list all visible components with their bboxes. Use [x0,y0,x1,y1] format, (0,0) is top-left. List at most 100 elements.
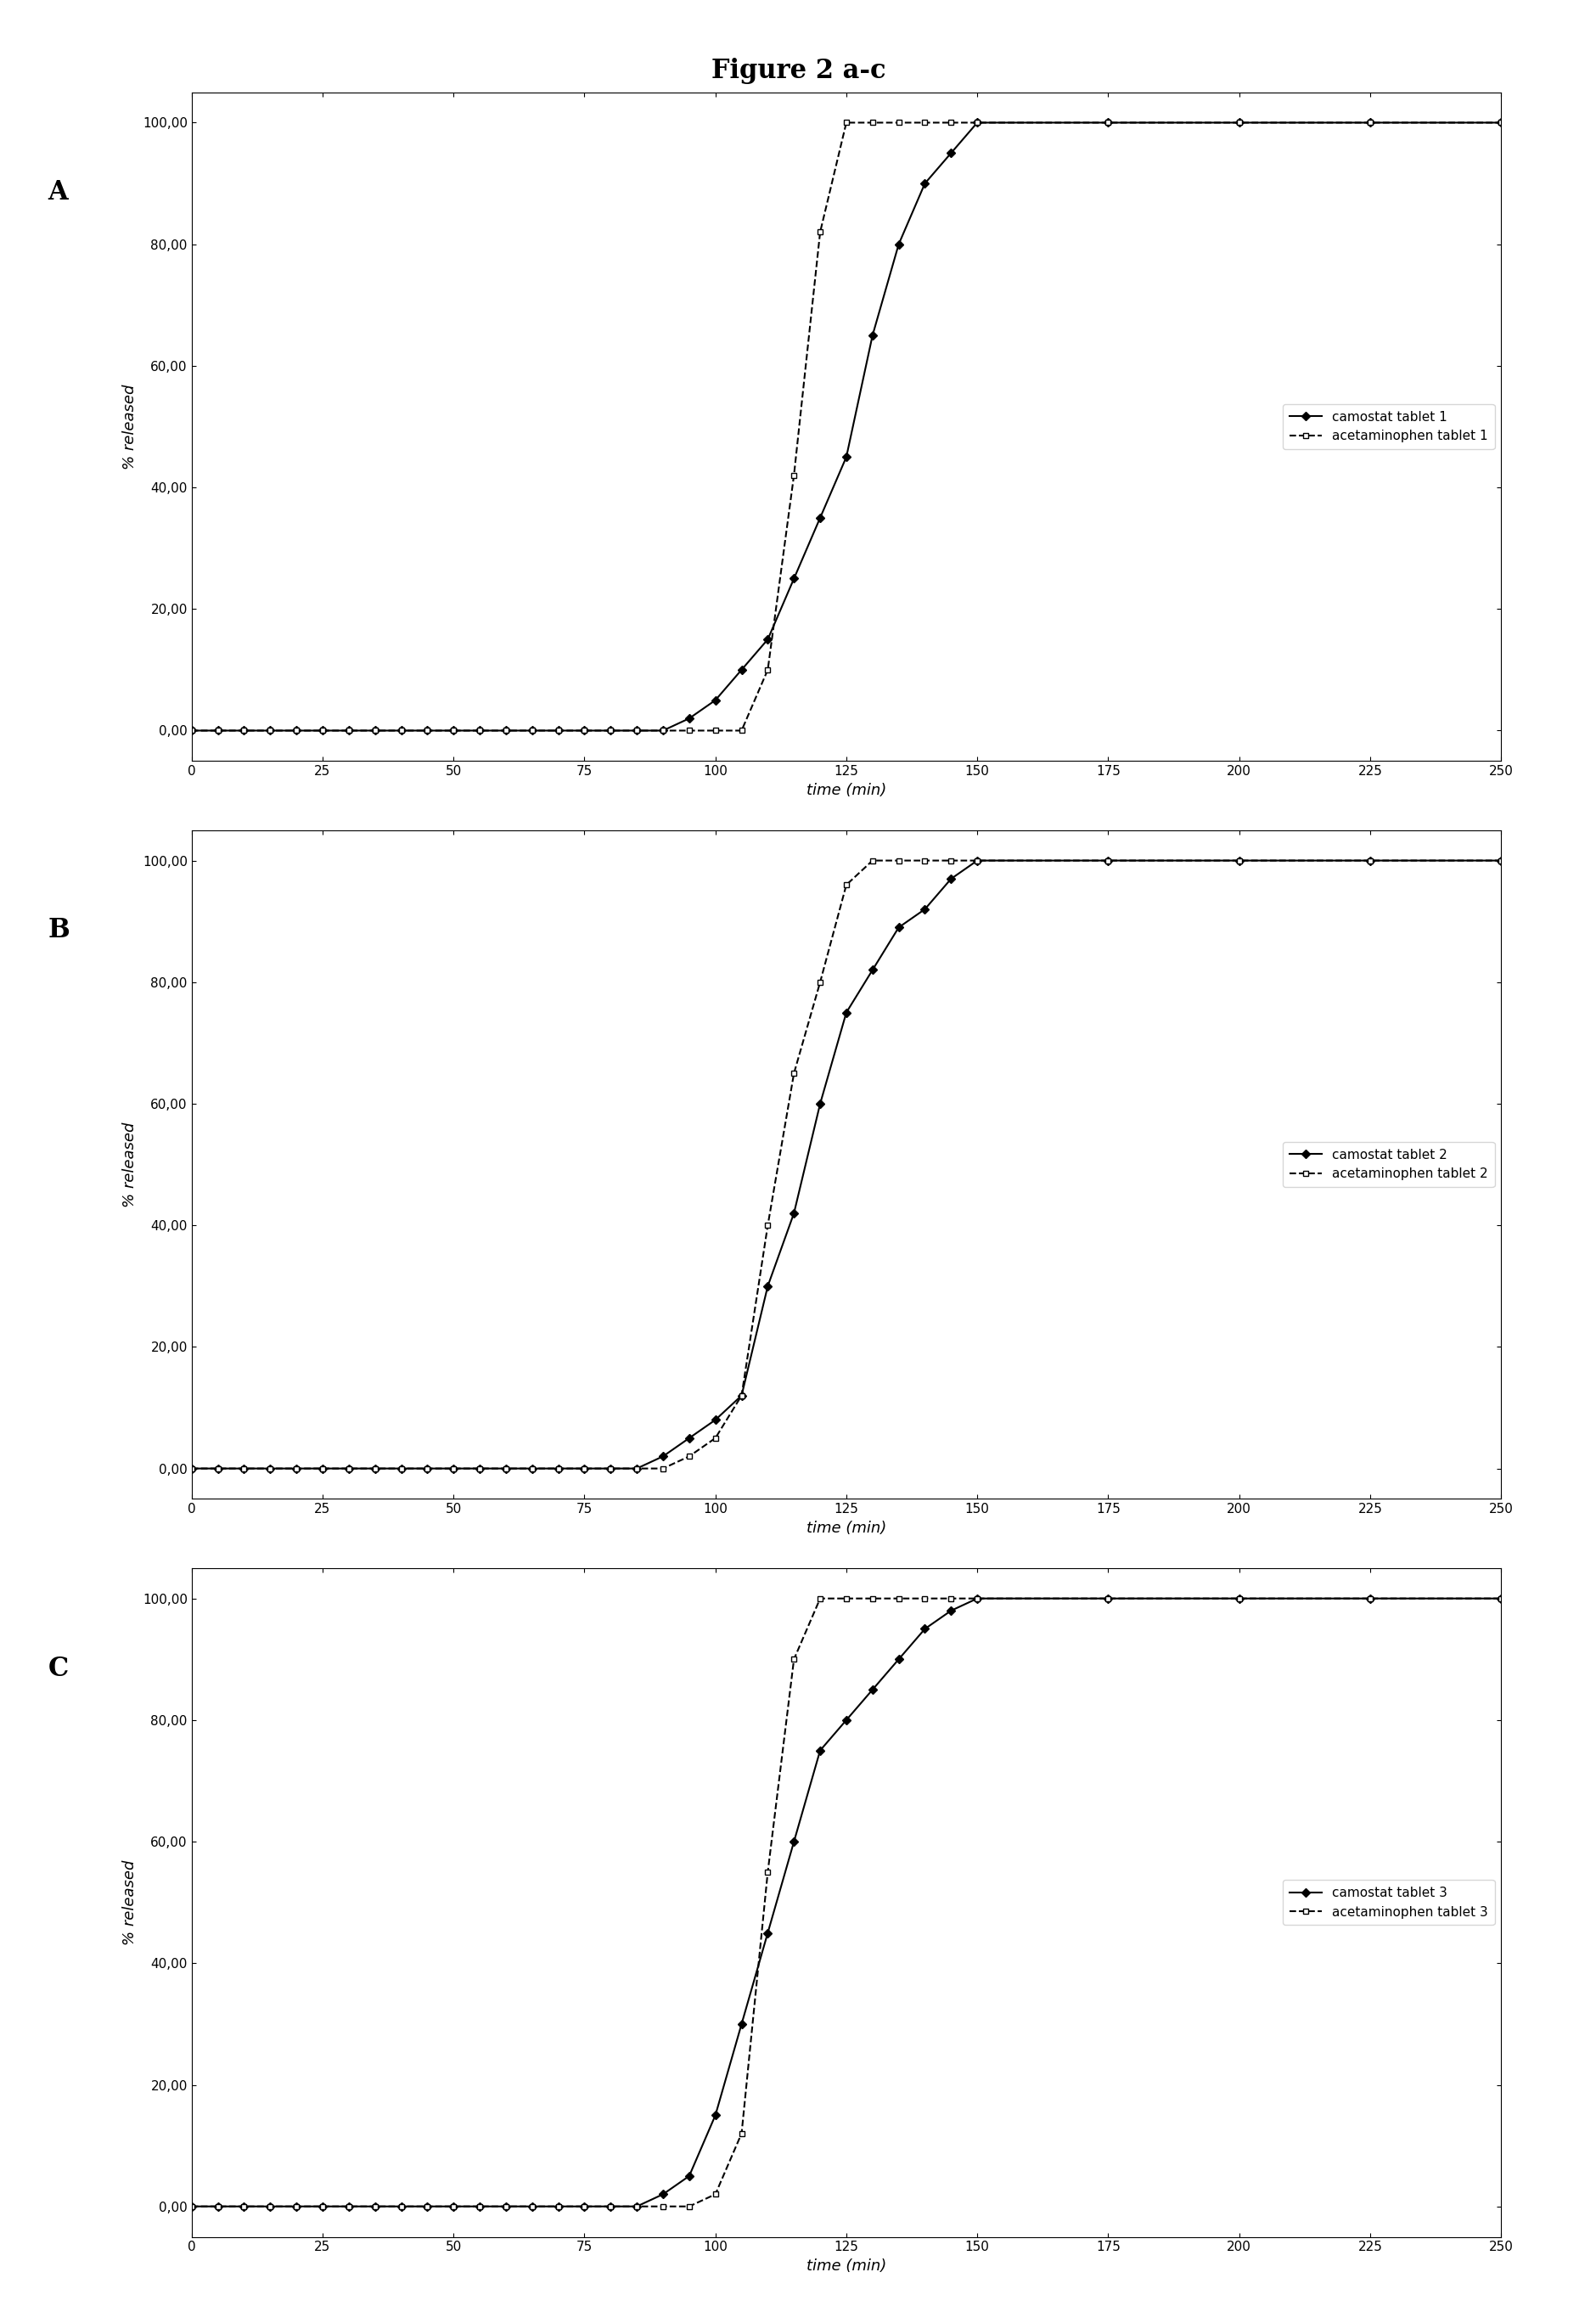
camostat tablet 3 [207,2193,227,2221]
camostat tablet 3 [1098,1584,1117,1612]
acetaminophen tablet 3 [1360,1584,1379,1612]
camostat tablet 2 [1491,846,1510,874]
acetaminophen tablet 2 [313,1455,332,1483]
acetaminophen tablet 3 [680,2193,699,2221]
camostat tablet 1 [600,717,619,745]
Y-axis label: % released: % released [123,385,137,468]
acetaminophen tablet 1 [1360,108,1379,136]
camostat tablet 1 [575,717,594,745]
camostat tablet 2 [862,957,881,985]
acetaminophen tablet 3 [915,1584,934,1612]
acetaminophen tablet 2 [391,1455,410,1483]
camostat tablet 3 [313,2193,332,2221]
camostat tablet 1 [313,717,332,745]
camostat tablet 2 [1098,846,1117,874]
acetaminophen tablet 2 [811,969,830,996]
camostat tablet 2 [653,1444,672,1471]
camostat tablet 2 [811,1091,830,1118]
acetaminophen tablet 1 [418,717,437,745]
acetaminophen tablet 2 [182,1455,201,1483]
acetaminophen tablet 2 [600,1455,619,1483]
acetaminophen tablet 3 [967,1584,986,1612]
camostat tablet 3 [469,2193,488,2221]
camostat tablet 3 [1229,1584,1248,1612]
camostat tablet 3 [1491,1584,1510,1612]
acetaminophen tablet 1 [784,461,803,489]
acetaminophen tablet 1 [811,219,830,247]
camostat tablet 2 [207,1455,227,1483]
acetaminophen tablet 2 [260,1455,279,1483]
camostat tablet 2 [365,1455,385,1483]
acetaminophen tablet 3 [627,2193,646,2221]
camostat tablet 2 [235,1455,254,1483]
acetaminophen tablet 1 [758,655,777,683]
acetaminophen tablet 2 [469,1455,488,1483]
camostat tablet 2 [627,1455,646,1483]
acetaminophen tablet 2 [496,1455,516,1483]
acetaminophen tablet 1 [549,717,568,745]
acetaminophen tablet 3 [1098,1584,1117,1612]
acetaminophen tablet 1 [1491,108,1510,136]
camostat tablet 1 [1098,108,1117,136]
acetaminophen tablet 3 [1491,1584,1510,1612]
camostat tablet 1 [1229,108,1248,136]
camostat tablet 3 [1360,1584,1379,1612]
camostat tablet 3 [836,1706,855,1734]
acetaminophen tablet 3 [600,2193,619,2221]
acetaminophen tablet 1 [600,717,619,745]
acetaminophen tablet 1 [182,717,201,745]
acetaminophen tablet 1 [705,717,725,745]
camostat tablet 2 [784,1199,803,1227]
Y-axis label: % released: % released [123,1123,137,1206]
camostat tablet 3 [967,1584,986,1612]
acetaminophen tablet 3 [207,2193,227,2221]
camostat tablet 3 [942,1596,961,1623]
camostat tablet 3 [627,2193,646,2221]
acetaminophen tablet 2 [365,1455,385,1483]
acetaminophen tablet 2 [705,1425,725,1453]
camostat tablet 3 [365,2193,385,2221]
camostat tablet 1 [1360,108,1379,136]
camostat tablet 3 [260,2193,279,2221]
camostat tablet 2 [469,1455,488,1483]
acetaminophen tablet 1 [836,108,855,136]
camostat tablet 1 [549,717,568,745]
acetaminophen tablet 2 [338,1455,358,1483]
camostat tablet 1 [758,625,777,653]
camostat tablet 3 [862,1676,881,1704]
camostat tablet 1 [836,443,855,470]
camostat tablet 2 [600,1455,619,1483]
acetaminophen tablet 3 [313,2193,332,2221]
Line: acetaminophen tablet 3: acetaminophen tablet 3 [188,1596,1503,2209]
camostat tablet 1 [862,321,881,348]
acetaminophen tablet 2 [731,1381,750,1409]
Legend: camostat tablet 3, acetaminophen tablet 3: camostat tablet 3, acetaminophen tablet … [1282,1879,1494,1926]
camostat tablet 1 [391,717,410,745]
camostat tablet 2 [549,1455,568,1483]
camostat tablet 3 [705,2101,725,2128]
camostat tablet 3 [418,2193,437,2221]
acetaminophen tablet 2 [444,1455,463,1483]
Line: camostat tablet 1: camostat tablet 1 [188,120,1503,733]
camostat tablet 1 [942,138,961,166]
camostat tablet 1 [418,717,437,745]
acetaminophen tablet 1 [391,717,410,745]
acetaminophen tablet 2 [1491,846,1510,874]
acetaminophen tablet 1 [522,717,541,745]
acetaminophen tablet 3 [811,1584,830,1612]
camostat tablet 1 [705,687,725,715]
camostat tablet 1 [627,717,646,745]
acetaminophen tablet 1 [862,108,881,136]
camostat tablet 2 [889,913,908,941]
acetaminophen tablet 2 [967,846,986,874]
acetaminophen tablet 1 [338,717,358,745]
camostat tablet 1 [338,717,358,745]
camostat tablet 2 [915,895,934,922]
camostat tablet 3 [680,2163,699,2191]
camostat tablet 2 [444,1455,463,1483]
acetaminophen tablet 1 [469,717,488,745]
acetaminophen tablet 1 [889,108,908,136]
camostat tablet 3 [811,1736,830,1764]
camostat tablet 3 [338,2193,358,2221]
camostat tablet 3 [182,2193,201,2221]
